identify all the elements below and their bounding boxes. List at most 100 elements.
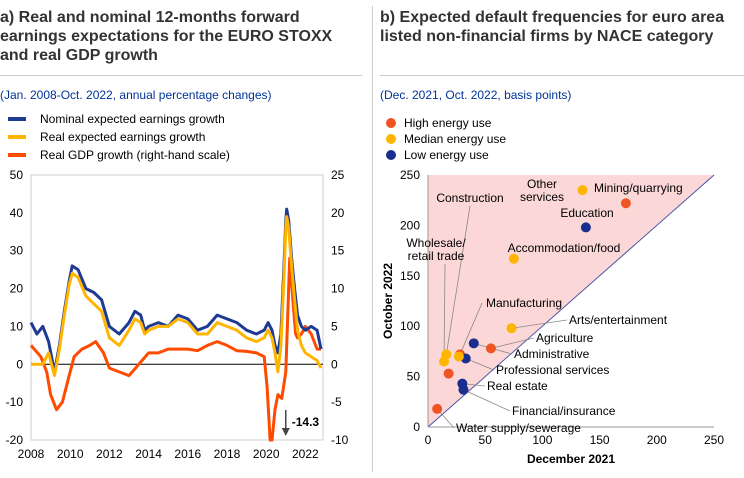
header-rule-b xyxy=(380,75,744,76)
panel-b-title-line: b) Expected default frequencies for euro… xyxy=(380,9,725,26)
x-tick: 2012 xyxy=(96,447,123,461)
point-label: Administrative xyxy=(514,347,590,361)
leader-line xyxy=(511,319,568,329)
series-nominal-earnings xyxy=(29,207,323,374)
x-tick: 2016 xyxy=(174,447,201,461)
y-tick-left: -20 xyxy=(6,433,24,447)
y-tick-right: 25 xyxy=(331,168,345,182)
point-label: Real estate xyxy=(487,379,548,393)
y-tick-left: 10 xyxy=(10,319,24,333)
y-tick-left: 0 xyxy=(16,357,23,371)
y-tick-right: 10 xyxy=(331,282,345,296)
legend-dot-low xyxy=(386,150,396,160)
legend-label-gdp: Real GDP growth (right-hand scale) xyxy=(40,148,230,162)
legend-dot-high xyxy=(386,118,396,128)
data-point xyxy=(485,343,496,354)
leader-line xyxy=(443,263,446,362)
data-point xyxy=(506,323,517,334)
legend-dot-median xyxy=(386,134,396,144)
series-real-gdp xyxy=(29,256,321,442)
point-label: Wholesale/ xyxy=(406,236,466,250)
header-rule-a xyxy=(0,75,362,76)
y-tick-right: -5 xyxy=(331,395,342,409)
leader-line xyxy=(463,389,511,412)
x-tick: 200 xyxy=(647,433,667,447)
y-axis-title: October 2022 xyxy=(381,263,395,339)
annotation-label: -14.3 xyxy=(292,415,320,429)
x-tick: 100 xyxy=(532,433,552,447)
panel-a-title-line: a) Real and nominal 12-months forward xyxy=(0,9,300,26)
y-tick: 250 xyxy=(400,168,420,182)
leader-line xyxy=(445,205,471,355)
panel-b-subtitle: (Dec. 2021, Oct. 2022, basis points) xyxy=(380,88,572,102)
x-tick: 2008 xyxy=(18,447,45,461)
point-label: Construction xyxy=(436,191,503,205)
legend-label-real: Real expected earnings growth xyxy=(40,130,206,144)
x-tick: 2010 xyxy=(57,447,84,461)
data-point xyxy=(620,198,631,209)
point-label: Mining/quarrying xyxy=(594,181,683,195)
panel-b-title: b) Expected default frequencies for euro… xyxy=(380,8,744,46)
data-point xyxy=(453,351,464,362)
y-tick-left: 40 xyxy=(10,206,24,220)
data-point xyxy=(468,338,479,349)
point-label: Agriculture xyxy=(536,331,594,345)
x-tick: 2018 xyxy=(214,447,241,461)
y-tick: 0 xyxy=(413,420,420,434)
data-point xyxy=(580,222,591,233)
legend-label-nominal: Nominal expected earnings growth xyxy=(40,112,225,126)
point-label: Water supply/sewerage xyxy=(456,421,581,435)
data-point xyxy=(443,368,454,379)
data-point xyxy=(458,384,469,395)
legend-swatch-gdp xyxy=(8,153,26,157)
y-tick: 150 xyxy=(400,269,420,283)
y-tick-right: 0 xyxy=(331,357,338,371)
leader-line xyxy=(490,337,535,349)
data-point xyxy=(508,253,519,264)
y-tick-right: 20 xyxy=(331,206,345,220)
point-label: services xyxy=(520,190,564,204)
y-tick: 200 xyxy=(400,218,420,232)
data-point xyxy=(439,356,450,367)
point-label: Accommodation/food xyxy=(508,241,621,255)
x-tick: 50 xyxy=(479,433,493,447)
panel-b-title-line: listed non-financial firms by NACE categ… xyxy=(380,28,714,45)
leader-line xyxy=(459,302,483,355)
x-tick: 2014 xyxy=(135,447,162,461)
y-tick-left: 50 xyxy=(10,168,24,182)
y-tick-right: 15 xyxy=(331,244,345,258)
legend-label-median: Median energy use xyxy=(404,132,507,146)
data-point xyxy=(432,403,443,414)
legend-label-low: Low energy use xyxy=(404,148,489,162)
leader-line xyxy=(465,358,495,371)
y-tick: 50 xyxy=(407,370,421,384)
point-label: Other xyxy=(527,177,557,191)
y-tick-left: 30 xyxy=(10,244,24,258)
y-tick-right: -10 xyxy=(331,433,349,447)
series-real-earnings xyxy=(31,215,323,378)
point-label: Arts/entertainment xyxy=(569,313,668,327)
panel-b-scatter-chart: 00 50 50 100 100 150 150 200 200 250 250 December 2… xyxy=(381,168,724,466)
x-tick: 2022 xyxy=(292,447,319,461)
y-tick: 100 xyxy=(400,319,420,333)
panel-a-title-line: earnings expectations for the EURO STOXX xyxy=(0,28,333,45)
legend-label-high: High energy use xyxy=(404,116,492,130)
plot-area-frame xyxy=(30,174,324,441)
point-label: Education xyxy=(560,206,613,220)
point-label: Professional services xyxy=(496,363,609,377)
legend-swatch-real xyxy=(8,135,26,139)
legend-swatch-nominal xyxy=(8,117,26,121)
y-tick-left: 20 xyxy=(10,282,24,296)
panel-a-subtitle: (Jan. 2008-Oct. 2022, annual percentage … xyxy=(0,88,272,102)
data-point xyxy=(577,185,588,196)
panel-divider xyxy=(372,6,373,472)
x-tick: 250 xyxy=(704,433,724,447)
x-axis-title: December 2021 xyxy=(527,452,615,466)
annotation-arrow-head xyxy=(281,428,290,436)
point-label: Manufacturing xyxy=(486,296,562,310)
panel-a-title: a) Real and nominal 12-months forward ea… xyxy=(0,8,368,65)
x-tick: 0 xyxy=(425,433,432,447)
point-label: retail trade xyxy=(408,249,465,263)
y-tick-left: -10 xyxy=(6,395,24,409)
